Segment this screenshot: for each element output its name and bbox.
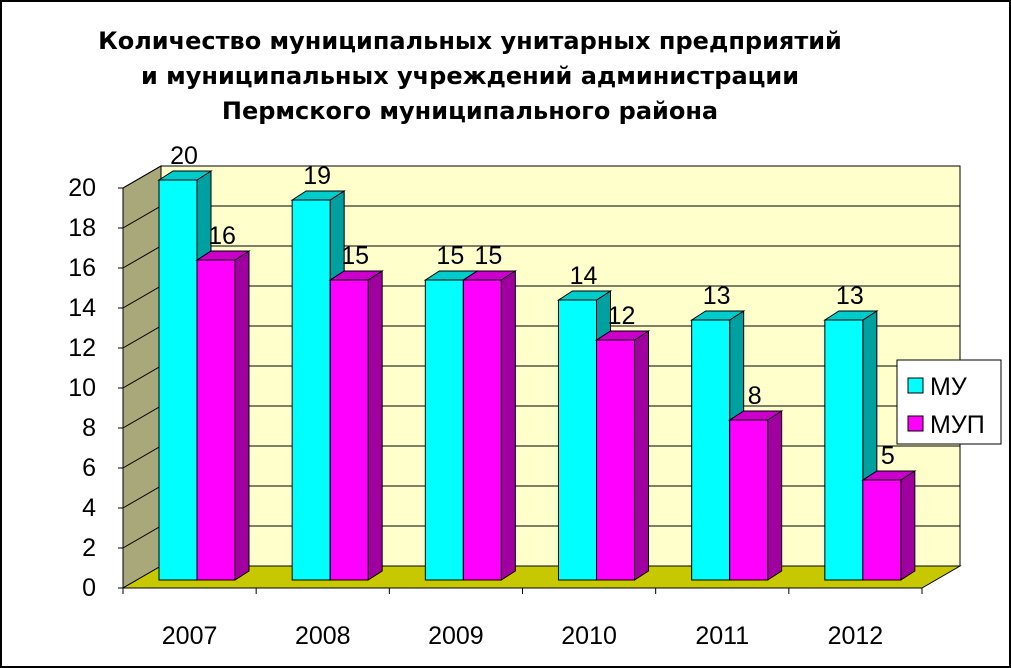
legend-swatch — [907, 377, 924, 394]
bar — [424, 279, 464, 581]
bar-side — [900, 470, 916, 581]
data-label: 14 — [570, 262, 598, 290]
y-tick-label: 10 — [68, 374, 96, 402]
data-label: 15 — [436, 242, 464, 270]
y-tick-label: 8 — [82, 414, 96, 442]
bar — [824, 319, 864, 581]
bar-side — [767, 410, 783, 581]
bar — [596, 339, 635, 581]
y-tick-label: 4 — [82, 494, 96, 522]
gridline — [122, 165, 960, 189]
bar — [291, 199, 331, 581]
y-tick-label: 14 — [68, 294, 96, 322]
y-tick-label: 2 — [82, 534, 96, 562]
bar — [462, 279, 502, 581]
data-label: 20 — [170, 142, 198, 170]
bar-side — [234, 250, 250, 581]
bar — [729, 419, 769, 581]
x-tick-label: 2008 — [295, 622, 351, 650]
data-label: 5 — [881, 442, 895, 470]
data-label: 19 — [303, 162, 331, 190]
bar — [196, 259, 236, 581]
x-tick-label: 2009 — [428, 622, 484, 650]
y-tick-label: 20 — [68, 174, 96, 202]
data-label: 12 — [608, 302, 636, 330]
data-label: 13 — [703, 282, 731, 310]
bar-side — [634, 330, 649, 581]
y-tick-label: 6 — [82, 454, 96, 482]
x-tick-label: 2010 — [561, 622, 617, 650]
data-label: 16 — [208, 222, 236, 250]
y-tick-label: 16 — [68, 254, 96, 282]
bar — [862, 479, 902, 581]
x-tick-label: 2007 — [162, 622, 218, 650]
bar-side — [367, 270, 383, 581]
x-tick-label: 2012 — [828, 622, 884, 650]
bar — [558, 299, 597, 581]
chart-title-line-3: Пермского муниципального района — [221, 97, 719, 125]
bar-side — [500, 270, 516, 581]
bar — [158, 179, 198, 581]
chart-title: Количество муниципальных унитарных предп… — [90, 24, 850, 129]
data-label: 15 — [341, 242, 369, 270]
data-label: 8 — [748, 382, 762, 410]
legend-label: МУП — [930, 411, 985, 439]
bar — [691, 319, 731, 581]
data-label: 15 — [474, 242, 502, 270]
legend-swatch — [907, 415, 924, 432]
bar — [329, 279, 369, 581]
chart-title-line-2: и муниципальных учреждений администрации — [140, 62, 800, 90]
chart-title-line-1: Количество муниципальных унитарных предп… — [98, 27, 842, 55]
data-label: 13 — [836, 282, 864, 310]
x-tick-label: 2011 — [695, 622, 749, 650]
legend-label: МУ — [930, 373, 967, 401]
y-tick-label: 18 — [68, 214, 96, 242]
y-tick-label: 0 — [82, 574, 96, 602]
y-tick-label: 12 — [68, 334, 96, 362]
